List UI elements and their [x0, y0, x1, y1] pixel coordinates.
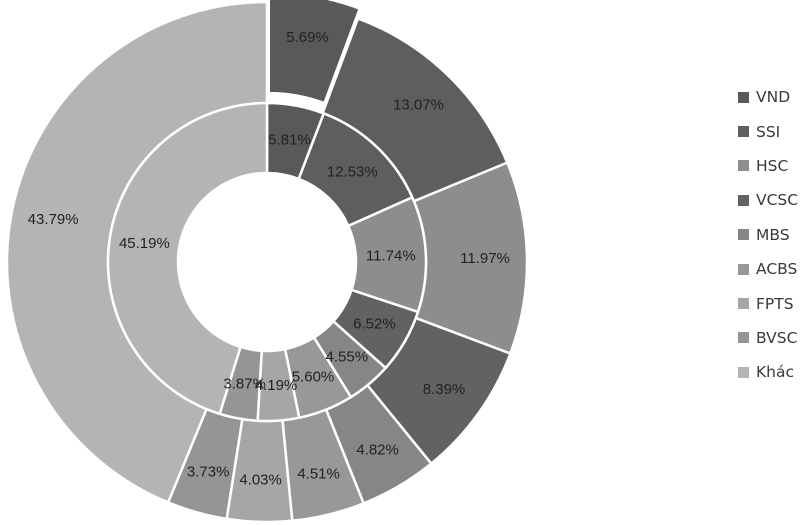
legend-swatch — [738, 194, 749, 206]
legend-item-vcsc: VCSC — [738, 183, 798, 217]
outer-label-vnd: 5.69% — [286, 29, 329, 46]
legend-swatch — [738, 366, 749, 378]
inner-slice-kh-c — [106, 101, 269, 416]
outer-label-bvsc: 3.73% — [187, 463, 230, 480]
inner-label-hsc: 11.74% — [366, 247, 416, 264]
legend-swatch — [738, 332, 749, 344]
outer-label-mbs: 4.82% — [356, 441, 399, 458]
legend: VND SSI HSC VCSC MBS ACBS FPTS BVSC Khác — [738, 80, 798, 390]
legend-item-kh-c: Khác — [738, 355, 798, 389]
outer-label-kh-c: 43.79% — [28, 211, 79, 228]
legend-label: SSI — [756, 122, 781, 141]
outer-label-fpts: 4.03% — [239, 471, 282, 488]
outer-label-ssi: 13.07% — [393, 97, 444, 114]
legend-swatch — [738, 298, 749, 310]
legend-label: Khác — [756, 363, 795, 382]
inner-label-mbs: 4.55% — [326, 348, 369, 365]
legend-label: MBS — [756, 225, 790, 244]
legend-swatch — [738, 229, 749, 241]
legend-swatch — [738, 263, 749, 275]
outer-label-hsc: 11.97% — [460, 250, 510, 267]
inner-label-kh-c: 45.19% — [119, 235, 170, 252]
inner-label-ssi: 12.53% — [327, 164, 378, 181]
outer-label-acbs: 4.51% — [297, 465, 340, 482]
legend-item-acbs: ACBS — [738, 252, 798, 286]
inner-label-acbs: 5.60% — [292, 369, 335, 386]
inner-label-vnd: 5.81% — [268, 132, 311, 149]
legend-label: VND — [756, 88, 791, 107]
legend-label: VCSC — [756, 191, 799, 210]
outer-label-vcsc: 8.39% — [423, 381, 466, 398]
inner-label-fpts: 4.19% — [255, 377, 298, 394]
legend-label: BVSC — [756, 328, 798, 347]
legend-item-fpts: FPTS — [738, 286, 798, 320]
legend-swatch — [738, 160, 749, 172]
legend-item-hsc: HSC — [738, 149, 798, 183]
legend-item-bvsc: BVSC — [738, 321, 798, 355]
legend-item-mbs: MBS — [738, 218, 798, 252]
outer-slice-vnd — [267, 0, 362, 105]
legend-swatch — [738, 126, 749, 138]
legend-label: ACBS — [756, 260, 798, 279]
legend-swatch — [738, 91, 749, 103]
legend-item-ssi: SSI — [738, 114, 798, 148]
inner-label-vcsc: 6.52% — [353, 316, 396, 333]
legend-label: FPTS — [756, 294, 794, 313]
legend-label: HSC — [756, 156, 789, 175]
inner-label-bvsc: 3.87% — [223, 376, 266, 393]
legend-item-vnd: VND — [738, 80, 798, 114]
